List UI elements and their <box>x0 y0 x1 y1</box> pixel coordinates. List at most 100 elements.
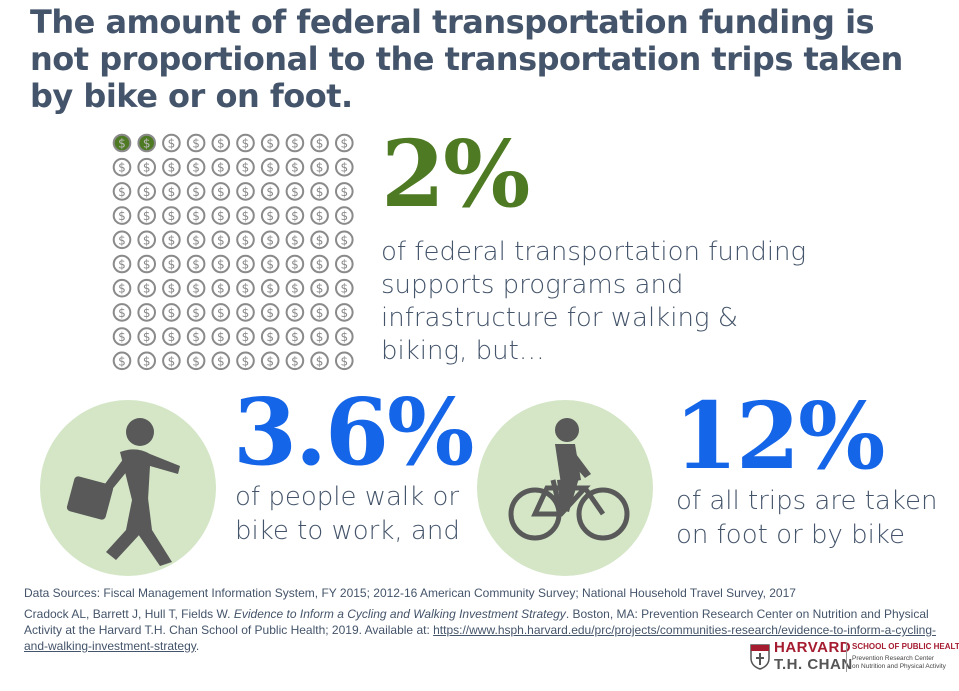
svg-text:$: $ <box>217 354 225 368</box>
dollar-coin-icon: $ <box>162 133 181 153</box>
svg-text:$: $ <box>192 161 200 175</box>
harvard-logo: HARVARD T.H. CHAN SCHOOL OF PUBLIC HEALT… <box>748 639 959 675</box>
dollar-coin-icon: $ <box>211 133 231 153</box>
dollar-coin-icon: $ <box>285 182 305 201</box>
svg-text:$: $ <box>242 185 250 199</box>
svg-text:$: $ <box>266 354 274 368</box>
dollar-coin-icon: $ <box>186 254 206 274</box>
dollar-coin-icon: $ <box>285 230 305 250</box>
dollar-coin-icon: $ <box>285 157 305 177</box>
dollar-coin-icon: $ <box>211 157 231 177</box>
dollar-coin-icon-highlighted: $ <box>137 133 157 153</box>
logo-center2: on Nutrition and Physical Activity <box>852 663 946 670</box>
dollar-coin-icon: $ <box>236 327 255 346</box>
svg-text:$: $ <box>291 137 299 151</box>
svg-text:$: $ <box>266 233 274 247</box>
svg-text:$: $ <box>168 209 176 223</box>
svg-text:$: $ <box>168 282 176 296</box>
dollar-coin-icon: $ <box>260 182 280 201</box>
dollar-coin-icon: $ <box>335 303 354 322</box>
dollar-coin-icon: $ <box>112 206 132 225</box>
walk-work-line2: bike to work, and <box>235 516 460 546</box>
dollar-coin-icon: $ <box>112 278 132 298</box>
dollar-pictograph: $ $ $ $ $ $ $ $ $ $ $ $ $ $ $ $ $ $ $ $ $ $ $ $ $ $ $ $ $ $ $ $ $ $ $ $ $ $ $ $… <box>112 133 354 371</box>
svg-text:$: $ <box>118 137 126 151</box>
svg-text:$: $ <box>143 233 151 247</box>
svg-text:$: $ <box>192 209 200 223</box>
dollar-coin-icon: $ <box>137 351 157 371</box>
walking-commuter-icon <box>66 418 180 566</box>
citation-authors: Cradock AL, Barrett J, Hull T, Fields W. <box>24 607 234 621</box>
dollar-coin-icon: $ <box>162 157 181 177</box>
dollar-coin-icon: $ <box>137 157 157 177</box>
svg-text:$: $ <box>168 161 176 175</box>
dollar-coin-icon: $ <box>186 327 206 346</box>
svg-text:$: $ <box>217 306 225 320</box>
dollar-coin-icon: $ <box>162 327 181 346</box>
svg-text:$: $ <box>340 185 348 199</box>
svg-text:$: $ <box>168 258 176 272</box>
svg-text:$: $ <box>217 330 225 344</box>
dollar-coin-icon: $ <box>260 303 280 322</box>
logo-school: SCHOOL OF PUBLIC HEALTH <box>852 642 959 651</box>
svg-text:$: $ <box>242 306 250 320</box>
dollar-coin-icon: $ <box>335 327 354 346</box>
svg-text:$: $ <box>143 258 151 272</box>
dollar-coin-icon: $ <box>186 206 206 225</box>
dollar-coin-icon: $ <box>162 230 181 250</box>
svg-text:$: $ <box>340 330 348 344</box>
svg-text:$: $ <box>242 161 250 175</box>
svg-text:$: $ <box>340 306 348 320</box>
svg-text:$: $ <box>266 330 274 344</box>
dollar-coin-icon: $ <box>260 327 280 346</box>
dollar-coin-icon: $ <box>310 278 329 298</box>
svg-text:$: $ <box>316 258 324 272</box>
svg-text:$: $ <box>217 233 225 247</box>
svg-text:$: $ <box>242 354 250 368</box>
dollar-coin-icon: $ <box>137 182 157 201</box>
svg-text:$: $ <box>242 330 250 344</box>
svg-text:$: $ <box>316 282 324 296</box>
dollar-coin-icon: $ <box>260 254 280 274</box>
dollar-coin-icon: $ <box>236 351 255 371</box>
funding-percent: 2% <box>381 120 530 228</box>
dollar-coin-icon: $ <box>335 351 354 371</box>
dollar-coin-icon: $ <box>211 230 231 250</box>
dollar-coin-icon: $ <box>162 278 181 298</box>
dollar-coin-icon: $ <box>162 254 181 274</box>
svg-text:$: $ <box>291 161 299 175</box>
svg-text:$: $ <box>217 282 225 296</box>
svg-text:$: $ <box>143 306 151 320</box>
dollar-coin-icon: $ <box>186 182 206 201</box>
dollar-coin-icon: $ <box>186 303 206 322</box>
citation-link[interactable]: https://www.hsph.harvard.edu/prc/project… <box>24 623 936 653</box>
svg-text:$: $ <box>143 137 151 151</box>
svg-text:$: $ <box>192 258 200 272</box>
trips-percent: 12% <box>674 382 885 490</box>
svg-text:$: $ <box>340 282 348 296</box>
svg-text:$: $ <box>340 137 348 151</box>
dollar-coin-icon: $ <box>335 278 354 298</box>
svg-text:$: $ <box>291 306 299 320</box>
svg-text:$: $ <box>143 161 151 175</box>
dollar-coin-icon: $ <box>162 303 181 322</box>
dollar-coin-icon: $ <box>260 206 280 225</box>
dollar-coin-icon: $ <box>236 303 255 322</box>
svg-text:$: $ <box>217 137 225 151</box>
svg-text:$: $ <box>242 233 250 247</box>
dollar-coin-icon: $ <box>260 157 280 177</box>
logo-chan: T.H. CHAN <box>774 656 853 673</box>
trips-line1: of all trips are taken <box>676 486 938 516</box>
svg-text:$: $ <box>143 354 151 368</box>
dollar-coin-icon: $ <box>211 182 231 201</box>
dollar-coin-icon: $ <box>186 133 206 153</box>
svg-text:$: $ <box>316 185 324 199</box>
dollar-coin-icon: $ <box>112 327 132 346</box>
svg-text:$: $ <box>266 258 274 272</box>
svg-text:$: $ <box>266 161 274 175</box>
svg-text:$: $ <box>242 209 250 223</box>
walk-work-percent: 3.6% <box>233 378 474 486</box>
svg-text:$: $ <box>192 185 200 199</box>
dollar-coin-icon: $ <box>310 254 329 274</box>
dollar-coin-icon: $ <box>260 230 280 250</box>
